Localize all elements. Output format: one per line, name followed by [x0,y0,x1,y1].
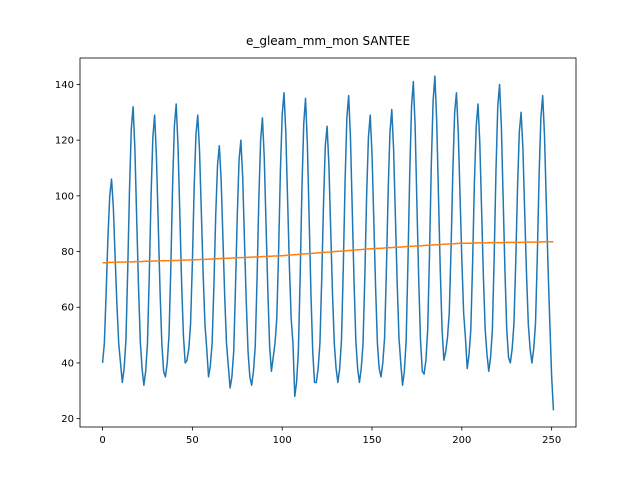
x-tick-label: 200 [452,435,471,446]
y-tick-label: 80 [61,247,74,258]
y-tick-label: 20 [61,414,74,425]
y-tick-label: 120 [55,136,74,147]
chart-title: e_gleam_mm_mon SANTEE [246,34,410,48]
x-tick-label: 250 [542,435,561,446]
y-tick-label: 60 [61,303,74,314]
y-tick-label: 140 [55,80,74,91]
plot-frame [79,57,577,428]
data-line [102,241,554,264]
x-tick-label: 0 [99,435,105,446]
y-tick-label: 100 [55,191,74,202]
data-line [101,75,555,411]
x-tick-label: 50 [186,435,199,446]
x-tick-label: 150 [362,435,381,446]
x-tick-label: 100 [273,435,292,446]
y-tick-label: 40 [61,358,74,369]
